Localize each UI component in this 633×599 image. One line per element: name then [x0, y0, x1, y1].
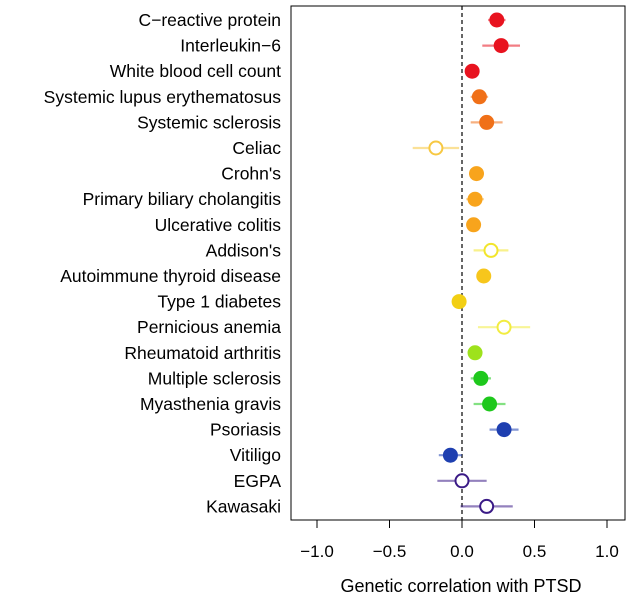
- point-ulcerative-colitis: [466, 217, 482, 233]
- x-tick-label: −0.5: [373, 542, 407, 561]
- x-axis: −1.0 −0.5 0.0 0.5 1.0: [300, 519, 619, 561]
- category-label-kawasaki: Kawasaki: [206, 496, 281, 516]
- point-rheumatoid-arthritis: [467, 345, 483, 361]
- category-label-primary-biliary-cholangitis: Primary biliary cholangitis: [83, 189, 282, 209]
- plot-frame: [290, 5, 626, 521]
- point-c-reactive-protein: [489, 12, 505, 28]
- category-label-vitiligo: Vitiligo: [230, 445, 281, 465]
- point-myasthenia-gravis: [482, 396, 498, 412]
- point-celiac: [428, 140, 444, 156]
- point-estimates: [428, 12, 512, 514]
- category-label-white-blood-cell-count: White blood cell count: [110, 61, 281, 81]
- point-addison-s: [483, 242, 499, 258]
- point-vitiligo: [442, 447, 458, 463]
- category-label-addison-s: Addison's: [206, 240, 282, 260]
- category-label-psoriasis: Psoriasis: [210, 420, 281, 440]
- category-label-celiac: Celiac: [232, 138, 281, 158]
- point-systemic-sclerosis: [479, 114, 495, 130]
- x-tick-label: 1.0: [595, 542, 619, 561]
- point-crohn-s: [469, 166, 484, 182]
- point-egpa: [454, 473, 470, 489]
- category-label-type-1-diabetes: Type 1 diabetes: [157, 292, 281, 312]
- point-autoimmune-thyroid-disease: [476, 268, 492, 284]
- x-tick-label: −1.0: [300, 542, 334, 561]
- x-tick-label: 0.0: [450, 542, 474, 561]
- point-multiple-sclerosis: [473, 370, 489, 386]
- category-label-c-reactive-protein: C−reactive protein: [138, 10, 281, 30]
- point-primary-biliary-cholangitis: [467, 191, 483, 207]
- category-label-multiple-sclerosis: Multiple sclerosis: [148, 368, 281, 388]
- point-kawasaki: [479, 498, 495, 514]
- point-white-blood-cell-count: [464, 63, 480, 79]
- category-label-systemic-lupus-erythematosus: Systemic lupus erythematosus: [44, 87, 282, 107]
- point-psoriasis: [496, 422, 512, 438]
- x-tick-label: 0.5: [523, 542, 547, 561]
- category-labels: C−reactive protein Interleukin−6 White blo…: [44, 10, 282, 516]
- point-systemic-lupus-erythematosus: [471, 89, 487, 105]
- category-label-crohn-s: Crohn's: [221, 164, 281, 184]
- category-label-egpa: EGPA: [234, 471, 282, 491]
- category-label-systemic-sclerosis: Systemic sclerosis: [137, 112, 281, 132]
- category-label-pernicious-anemia: Pernicious anemia: [137, 317, 281, 337]
- point-type-1-diabetes: [451, 294, 467, 310]
- point-interleukin-6: [493, 38, 509, 54]
- category-label-rheumatoid-arthritis: Rheumatoid arthritis: [124, 343, 281, 363]
- category-label-ulcerative-colitis: Ulcerative colitis: [155, 215, 282, 235]
- category-label-autoimmune-thyroid-disease: Autoimmune thyroid disease: [60, 266, 281, 286]
- category-label-myasthenia-gravis: Myasthenia gravis: [140, 394, 281, 414]
- category-label-interleukin-6: Interleukin−6: [180, 36, 281, 56]
- x-axis-title: Genetic correlation with PTSD: [340, 576, 581, 596]
- confidence-intervals: [412, 18, 531, 508]
- point-pernicious-anemia: [496, 319, 512, 335]
